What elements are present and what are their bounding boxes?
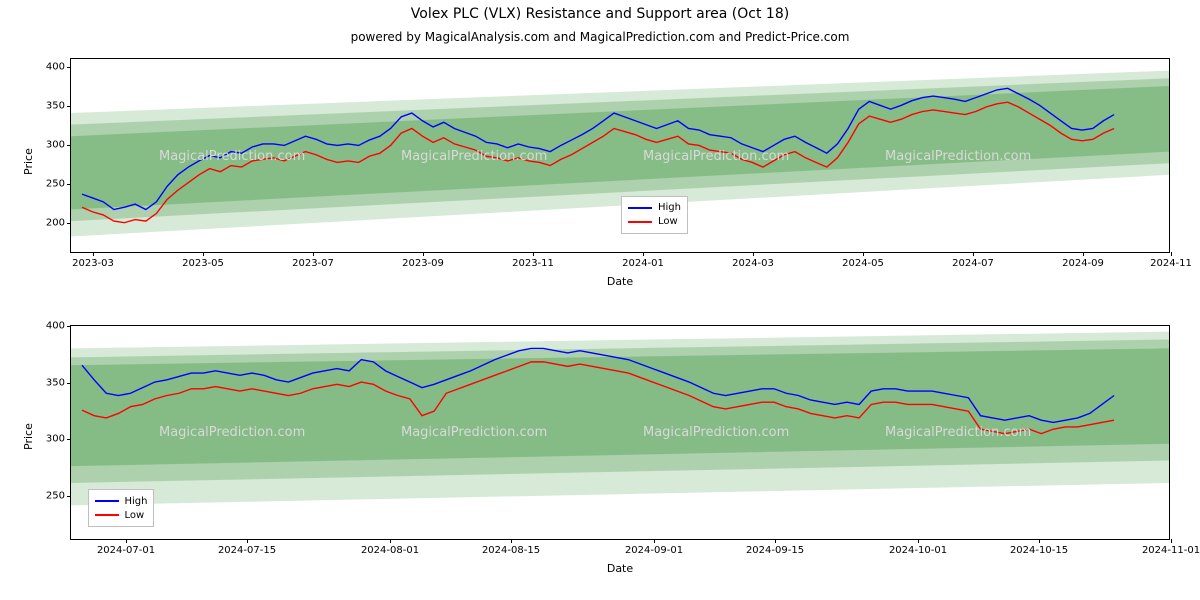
xtick-mark xyxy=(775,539,776,543)
ytick-mark xyxy=(67,496,71,497)
legend-line-low xyxy=(95,514,119,516)
xtick-label: 2024-10-15 xyxy=(1010,545,1068,556)
legend-top: High Low xyxy=(621,196,688,234)
ytick-mark xyxy=(67,67,71,68)
ytick-label: 400 xyxy=(46,321,65,332)
chart-title: Volex PLC (VLX) Resistance and Support a… xyxy=(0,6,1200,22)
legend-label-high: High xyxy=(658,202,681,213)
xtick-mark xyxy=(93,252,94,256)
xtick-mark xyxy=(918,539,919,543)
xtick-label: 2024-07-15 xyxy=(218,545,276,556)
xtick-mark xyxy=(1171,539,1172,543)
xtick-label: 2024-07 xyxy=(952,258,994,269)
legend-label-low: Low xyxy=(125,510,145,521)
ytick-mark xyxy=(67,383,71,384)
ytick-mark xyxy=(67,106,71,107)
xtick-label: 2023-05 xyxy=(182,258,224,269)
ylabel-top: Price xyxy=(22,148,35,175)
xtick-label: 2023-11 xyxy=(512,258,554,269)
legend-line-low xyxy=(628,221,652,223)
xtick-mark xyxy=(423,252,424,256)
xtick-label: 2024-11 xyxy=(1150,258,1192,269)
xtick-mark xyxy=(1039,539,1040,543)
legend-line-high xyxy=(95,500,119,502)
legend-line-high xyxy=(628,207,652,209)
xtick-mark xyxy=(654,539,655,543)
chart-subtitle: powered by MagicalAnalysis.com and Magic… xyxy=(0,30,1200,44)
xtick-label: 2023-09 xyxy=(402,258,444,269)
top-chart-svg xyxy=(71,59,1169,252)
xtick-label: 2024-09-01 xyxy=(625,545,683,556)
legend-label-low: Low xyxy=(658,216,678,227)
xtick-label: 2024-08-01 xyxy=(361,545,419,556)
xtick-label: 2024-09-15 xyxy=(746,545,804,556)
xtick-mark xyxy=(247,539,248,543)
xtick-mark xyxy=(1083,252,1084,256)
xtick-label: 2023-03 xyxy=(72,258,114,269)
xtick-mark xyxy=(203,252,204,256)
ytick-label: 350 xyxy=(46,100,65,111)
xtick-mark xyxy=(753,252,754,256)
ytick-label: 400 xyxy=(46,61,65,72)
legend-item-low: Low xyxy=(95,508,148,522)
legend-item-high: High xyxy=(628,201,681,215)
ytick-label: 350 xyxy=(46,377,65,388)
xtick-mark xyxy=(863,252,864,256)
ytick-label: 200 xyxy=(46,217,65,228)
xlabel-top: Date xyxy=(70,275,1170,288)
top-chart-panel: 200250300350400 2023-032023-052023-07202… xyxy=(70,58,1170,253)
ytick-mark xyxy=(67,184,71,185)
figure: { "title": "Volex PLC (VLX) Resistance a… xyxy=(0,0,1200,600)
xtick-mark xyxy=(313,252,314,256)
xtick-mark xyxy=(390,539,391,543)
xtick-mark xyxy=(643,252,644,256)
xtick-mark xyxy=(511,539,512,543)
bottom-chart-svg xyxy=(71,326,1169,539)
xtick-mark xyxy=(973,252,974,256)
xtick-mark xyxy=(1171,252,1172,256)
xtick-label: 2024-05 xyxy=(842,258,884,269)
xtick-label: 2024-08-15 xyxy=(482,545,540,556)
xtick-label: 2024-01 xyxy=(622,258,664,269)
legend-item-low: Low xyxy=(628,215,681,229)
legend-item-high: High xyxy=(95,494,148,508)
ylabel-bottom: Price xyxy=(22,423,35,450)
ytick-mark xyxy=(67,223,71,224)
bottom-chart-panel: 250300350400 2024-07-012024-07-152024-08… xyxy=(70,325,1170,540)
ytick-mark xyxy=(67,326,71,327)
ytick-label: 300 xyxy=(46,434,65,445)
legend-bottom: High Low xyxy=(88,489,155,527)
ytick-label: 250 xyxy=(46,490,65,501)
xtick-label: 2024-10-01 xyxy=(889,545,947,556)
xtick-label: 2024-09 xyxy=(1062,258,1104,269)
ytick-mark xyxy=(67,439,71,440)
ytick-label: 250 xyxy=(46,178,65,189)
xtick-label: 2023-07 xyxy=(292,258,334,269)
legend-label-high: High xyxy=(125,496,148,507)
xtick-label: 2024-07-01 xyxy=(97,545,155,556)
xtick-label: 2024-03 xyxy=(732,258,774,269)
ytick-mark xyxy=(67,145,71,146)
ytick-label: 300 xyxy=(46,139,65,150)
xlabel-bottom: Date xyxy=(70,562,1170,575)
xtick-mark xyxy=(533,252,534,256)
xtick-label: 2024-11-01 xyxy=(1142,545,1200,556)
xtick-mark xyxy=(126,539,127,543)
